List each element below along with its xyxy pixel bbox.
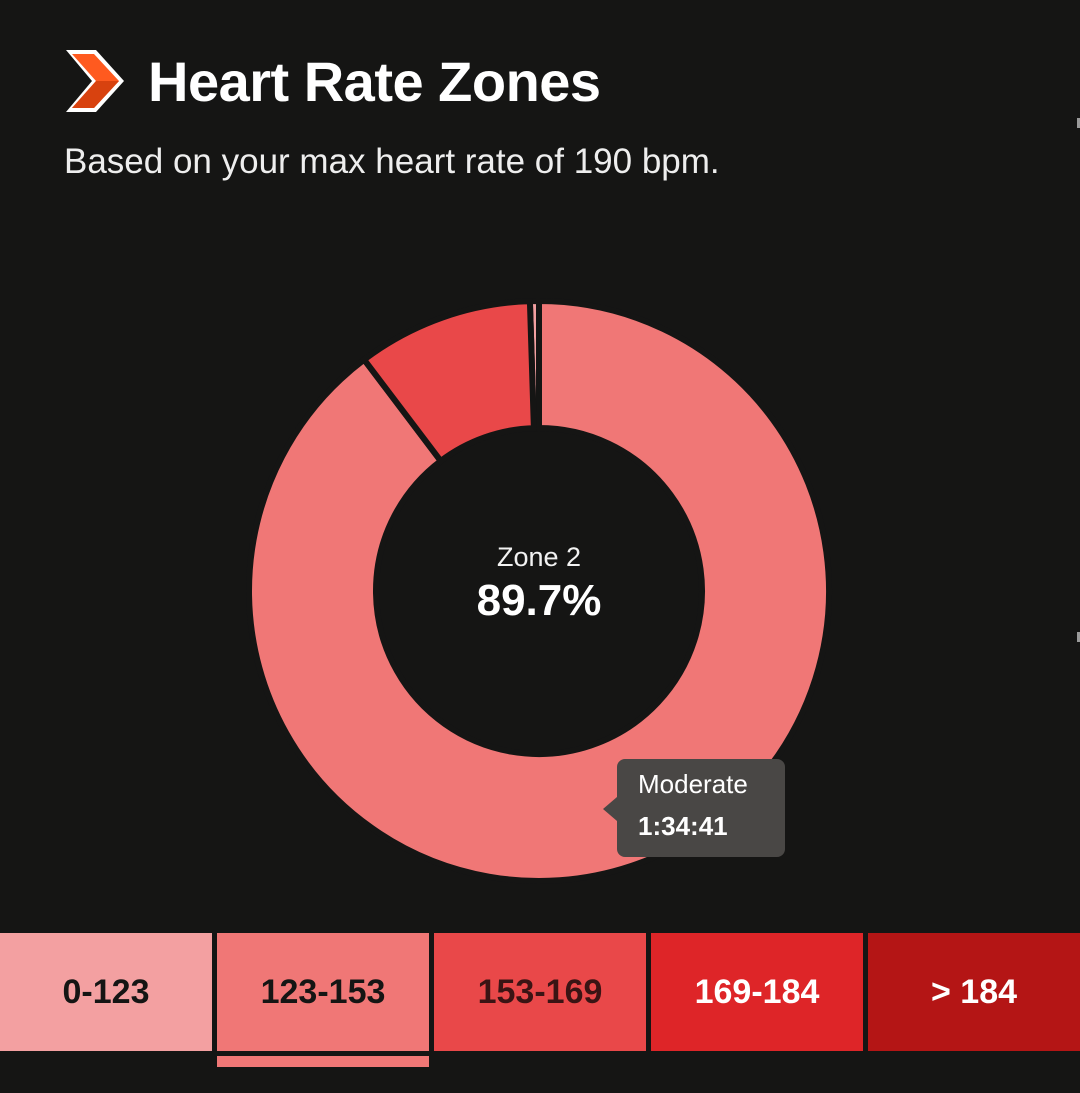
zone-tile-2[interactable]: 123-153 (217, 933, 429, 1051)
zone-legend: 0-123 123-153 153-169 169-184 > 184 (0, 933, 1080, 1051)
scroll-edge-mark (1077, 118, 1080, 128)
zone-tile-label: 169-184 (694, 972, 820, 1011)
zone-tile-label: 0-123 (62, 972, 150, 1011)
zone-tile-label: 123-153 (260, 972, 386, 1011)
tooltip-value: 1:34:41 (638, 811, 728, 841)
zone-tooltip: Moderate 1:34:41 (603, 759, 785, 857)
card-header: Heart Rate Zones (64, 46, 601, 116)
donut-slice-153-169[interactable] (359, 298, 537, 466)
tooltip-arrow (603, 797, 617, 821)
scroll-edge-mark (1077, 632, 1080, 642)
chevron-right-icon (66, 50, 124, 112)
page-subtitle: Based on your max heart rate of 190 bpm. (64, 142, 720, 181)
page-title: Heart Rate Zones (148, 49, 601, 113)
zone-tile-1[interactable]: 0-123 (0, 933, 212, 1051)
center-zone-label: Zone 2 (496, 542, 582, 572)
tooltip-label: Moderate (638, 769, 748, 799)
zone-tile-4[interactable]: 169-184 (651, 933, 863, 1051)
donut-chart (246, 297, 832, 884)
heart-rate-zones-chart (246, 297, 832, 884)
center-zone-value: 89.7% (476, 576, 602, 625)
selected-zone-indicator (217, 1056, 429, 1067)
zone-tile-label: > 184 (930, 972, 1018, 1011)
zone-tile-5[interactable]: > 184 (868, 933, 1080, 1051)
donut-slice-123-153[interactable] (246, 297, 832, 884)
zone-tile-3[interactable]: 153-169 (434, 933, 646, 1051)
zone-tile-label: 153-169 (477, 972, 603, 1011)
